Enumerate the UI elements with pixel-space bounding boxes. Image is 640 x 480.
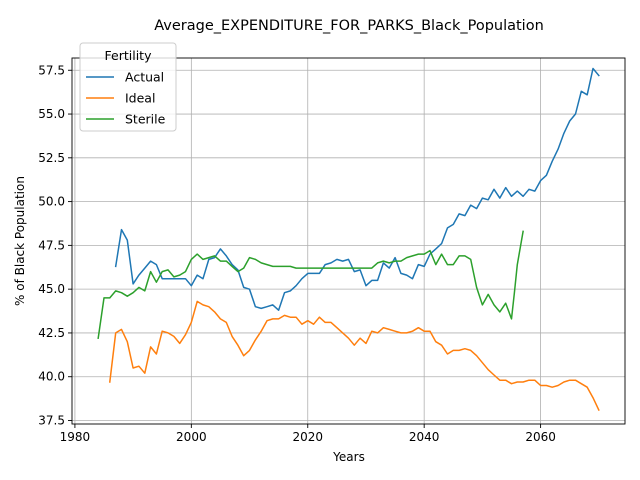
y-axis-label: % of Black Population — [13, 176, 27, 306]
series-line-actual — [114, 67, 600, 311]
x-axis-label: Years — [332, 450, 365, 464]
series-line-ideal — [108, 300, 600, 411]
y-tick-label: 52.5 — [38, 151, 65, 165]
series-layer — [97, 67, 600, 411]
y-tick-label: 55.0 — [38, 107, 65, 121]
x-tick-label: 2000 — [176, 430, 207, 444]
y-tick-label: 45.0 — [38, 282, 65, 296]
y-axis: 37.5 40.0 42.5 45.0 47.5 50.0 52.5 55.0 57.5 — [38, 63, 72, 427]
legend-entries: Actual Ideal Sterile — [86, 70, 166, 127]
series-line-sterile — [97, 230, 524, 340]
chart-title: Average_EXPENDITURE_FOR_PARKS_Black_Popu… — [154, 18, 544, 34]
y-tick-label: 37.5 — [38, 413, 65, 427]
y-tick-label: 57.5 — [38, 63, 65, 77]
x-tick-label: 2040 — [409, 430, 440, 444]
y-tick-label: 42.5 — [38, 326, 65, 340]
x-tick-label: 2060 — [525, 430, 556, 444]
x-axis: 1980 2000 2020 2040 2060 — [60, 424, 556, 444]
y-tick-label: 50.0 — [38, 195, 65, 209]
legend: Fertility Actual Ideal Sterile — [79, 42, 177, 132]
legend-label-actual: Actual — [125, 70, 164, 85]
legend-label-ideal: Ideal — [125, 91, 155, 106]
plot-frame — [71, 57, 626, 425]
grid — [72, 58, 625, 424]
y-tick-label: 47.5 — [38, 238, 65, 252]
legend-box — [79, 42, 177, 132]
x-tick-label: 2020 — [292, 430, 323, 444]
x-tick-label: 1980 — [60, 430, 91, 444]
legend-title: Fertility — [105, 48, 153, 63]
legend-label-sterile: Sterile — [125, 112, 166, 127]
y-tick-label: 40.0 — [38, 370, 65, 384]
